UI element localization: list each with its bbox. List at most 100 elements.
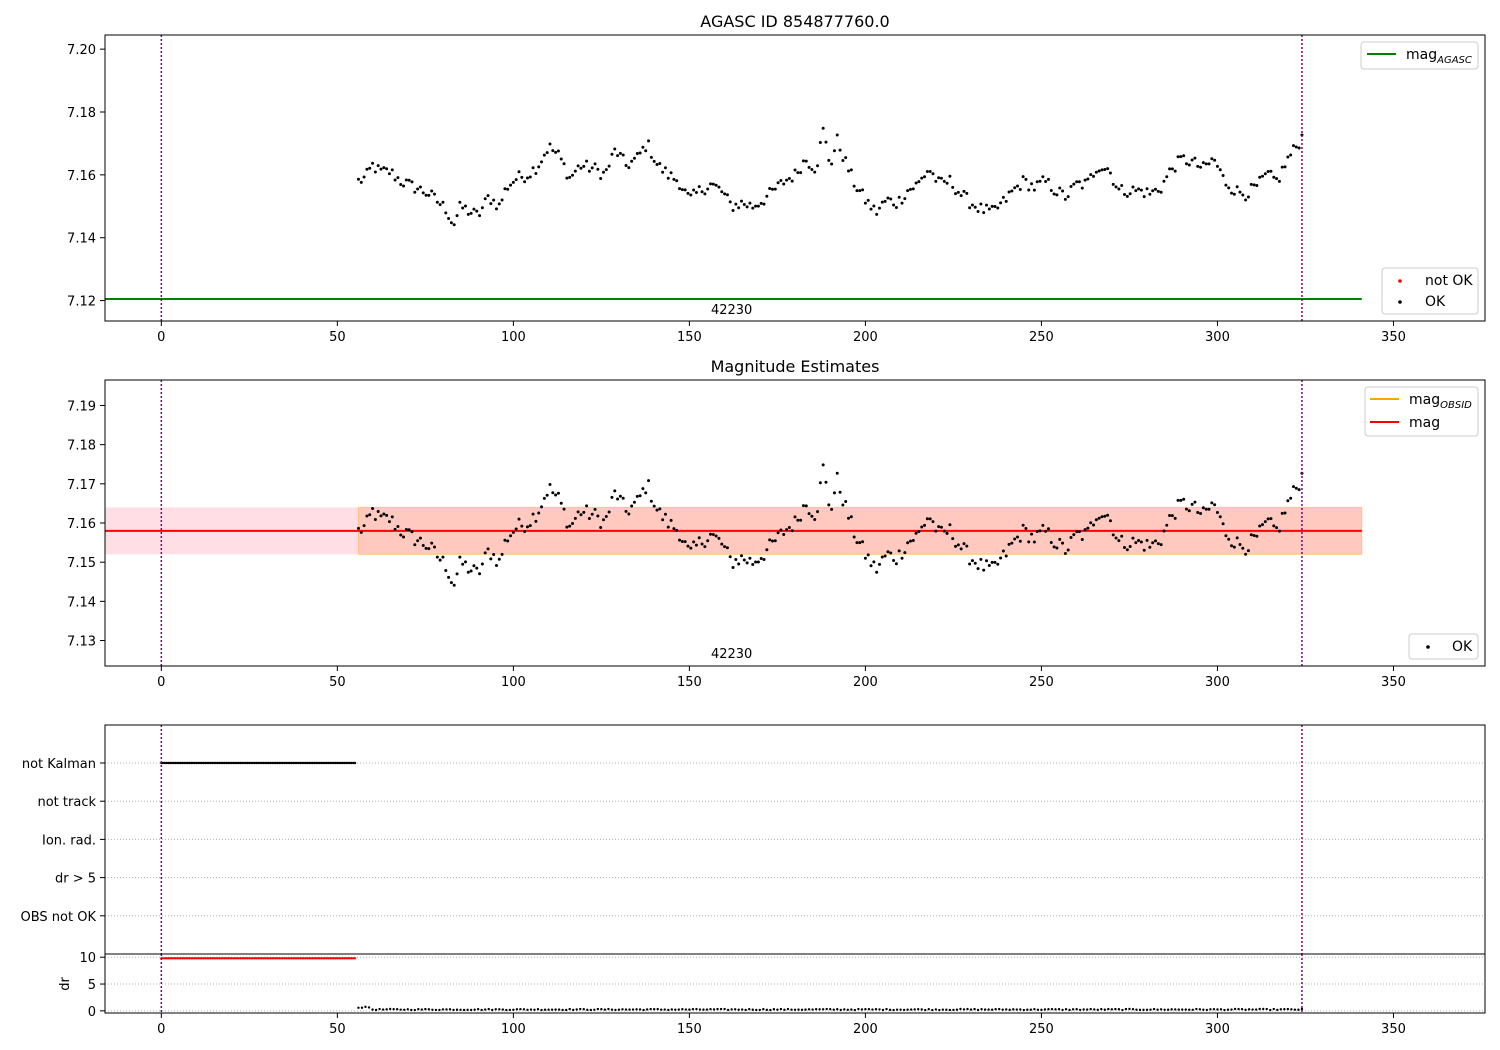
dr-ok-point: [399, 1008, 402, 1011]
dr-not-ok-point: [223, 957, 226, 960]
flags-not-kalman-point: [348, 761, 351, 765]
flags-not-kalman-point: [265, 761, 269, 765]
dr-not-ok-point: [263, 957, 267, 960]
mag-ok-point: [813, 518, 817, 522]
dr-not-ok-point: [300, 957, 304, 960]
dr-not-ok-point: [191, 957, 195, 960]
dr-not-ok-point: [207, 957, 211, 960]
dr-ok-point: [1019, 1008, 1022, 1011]
dr-ok-point: [733, 1008, 737, 1011]
dr-ok-point: [857, 1007, 860, 1011]
agasc-ok-point: [880, 200, 884, 204]
flags-not-kalman-point: [339, 761, 343, 765]
dr-ok-point: [638, 1008, 642, 1011]
flags-not-kalman-point: [209, 761, 212, 765]
agasc-ok-point: [1052, 192, 1056, 196]
dr-ok-point: [505, 1008, 508, 1012]
dr-ok-point: [420, 1008, 424, 1011]
mag-ok-point: [506, 539, 510, 543]
agasc-ok-point: [1258, 175, 1262, 179]
mag-ok-point: [523, 530, 527, 534]
mag-ok-point: [734, 558, 738, 562]
dr-ok-point: [484, 1008, 487, 1011]
agasc-ok-point: [573, 169, 577, 173]
mag-legend-bottom[interactable]: OK: [1408, 633, 1479, 660]
flags-not-kalman-point: [216, 761, 219, 765]
flags-not-kalman-point: [188, 761, 191, 765]
dr-ok-point: [1223, 1008, 1226, 1012]
agasc-ok-point: [970, 203, 974, 207]
flags-not-kalman-point: [184, 761, 188, 765]
agasc-ok-point: [1072, 182, 1076, 186]
mag-legend-top[interactable]: magOBSID mag: [1364, 386, 1479, 437]
agasc-legend-bottom[interactable]: not OK OK: [1381, 267, 1479, 315]
dr-ok-point: [762, 1007, 765, 1011]
mag-ok-point: [455, 572, 459, 576]
mag-ok-point: [402, 535, 406, 539]
mag-ok-point: [492, 553, 496, 557]
flags-not-kalman-point: [170, 761, 174, 765]
dr-axes-frame: [104, 953, 1486, 1014]
dr-not-ok-point: [258, 957, 262, 960]
dr-ok-point: [1181, 1008, 1184, 1011]
flags-not-kalman-point: [315, 761, 318, 765]
agasc-ok-point: [793, 168, 797, 172]
agasc-ok-point: [914, 181, 918, 185]
dr-not-ok-point: [235, 957, 239, 960]
dr-not-ok-point: [242, 957, 246, 960]
dr-ok-point: [374, 1008, 378, 1012]
dr-not-ok-point: [198, 957, 202, 960]
mag-y-tick-label: 7.15: [67, 556, 96, 571]
dr-ok-point: [1286, 1007, 1290, 1011]
agasc-ok-point: [582, 164, 586, 168]
agasc-ok-point: [647, 139, 651, 143]
dr-ok-point: [814, 1008, 818, 1011]
mag-ok-point: [1038, 529, 1042, 533]
flags-not-kalman-point: [306, 761, 309, 765]
dr-ok-point: [1117, 1008, 1121, 1011]
flags-not-kalman-point: [181, 761, 184, 765]
agasc-ok-point: [441, 200, 445, 204]
mag-ok-point: [1151, 541, 1155, 545]
flags-not-kalman-point: [198, 761, 202, 765]
dr-ok-point: [867, 1007, 871, 1011]
mag-ok-point: [1055, 546, 1059, 550]
mag-ok-point: [689, 546, 693, 550]
agasc-ok-point: [1241, 193, 1245, 197]
dr-ok-point: [1293, 1008, 1297, 1011]
dr-ok-point: [1061, 1008, 1064, 1012]
mag-ok-point: [1117, 539, 1121, 543]
dr-ok-point: [691, 1007, 695, 1011]
mag-ok-point: [1131, 536, 1135, 540]
mag-ok-point: [1291, 485, 1295, 489]
dr-not-ok-point: [253, 957, 256, 960]
mag-ok-point: [480, 562, 484, 566]
dr-ok-point: [740, 1008, 744, 1011]
mag-ok-point: [356, 526, 360, 530]
agasc-ok-point: [638, 151, 642, 155]
agasc-ok-point: [520, 175, 524, 179]
mag-ok-point: [1238, 543, 1242, 546]
agasc-ok-point: [362, 175, 366, 179]
mag-ok-point: [1021, 523, 1025, 527]
mag-ok-point: [1041, 523, 1045, 527]
mag-ok-point: [1173, 516, 1177, 520]
agasc-ok-point: [754, 204, 758, 208]
dr-not-ok-point: [353, 957, 357, 960]
mag-y-tick-label: 7.14: [67, 595, 96, 610]
dr-not-ok-point: [227, 957, 230, 960]
agasc-ok-point: [1139, 188, 1143, 192]
agasc-ok-point: [599, 176, 603, 180]
agasc-ok-point: [976, 209, 980, 213]
dr-y-tick-label: 5: [88, 978, 96, 993]
dr-not-ok-point: [197, 957, 200, 960]
agasc-ok-point: [1032, 188, 1036, 192]
mag-ok-point: [948, 523, 952, 527]
agasc-ok-point: [821, 126, 825, 130]
agasc-legend-top[interactable]: magAGASC: [1360, 41, 1479, 70]
agasc-ok-point: [1097, 169, 1101, 173]
mag-ok-point: [396, 524, 400, 528]
mag-ok-point: [694, 543, 698, 547]
mag-ok-point: [773, 539, 777, 543]
dr-not-ok-point: [181, 957, 184, 960]
